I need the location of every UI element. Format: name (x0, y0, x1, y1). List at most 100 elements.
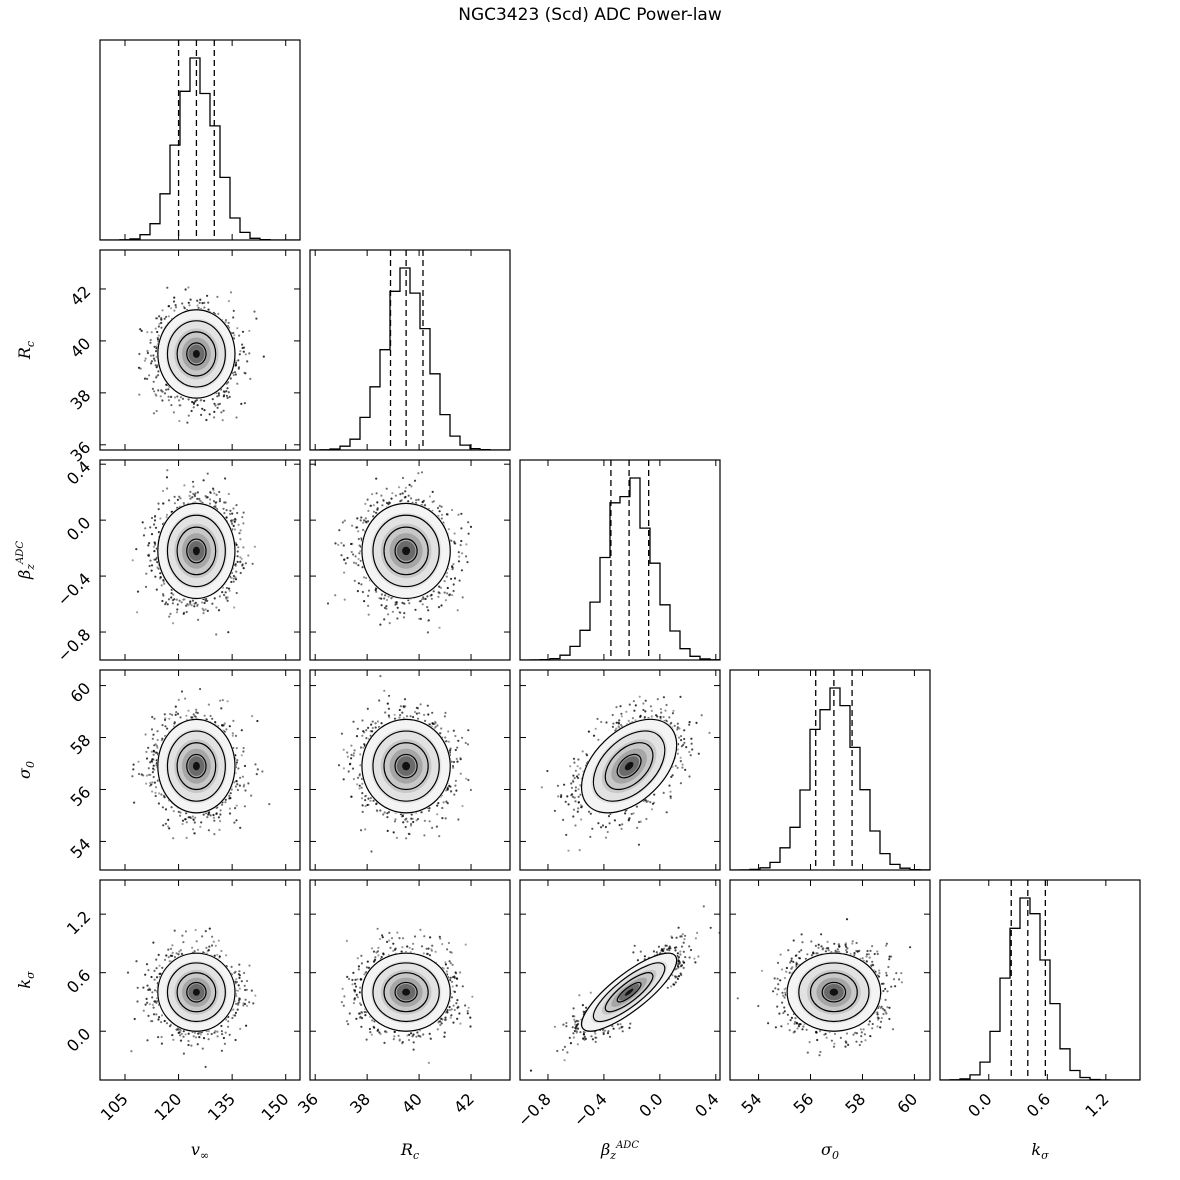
contour-1sigma (604, 972, 654, 1013)
density-level (829, 988, 839, 996)
x-tick-label-beta: −0.8 (514, 1089, 555, 1130)
x-axis-label-beta: βzADC (600, 1140, 639, 1162)
panel-frame (309, 879, 511, 1081)
scatter-panel-beta-ksigma (519, 879, 721, 1081)
panel-frame (309, 249, 511, 451)
contour-1sigma (383, 972, 429, 1013)
hist-panel-ksigma (939, 879, 1141, 1081)
contour-0.5sigma (616, 753, 642, 779)
contour-0.5sigma (186, 753, 207, 779)
x-tick-label-beta: −0.4 (570, 1089, 611, 1130)
panel-frame (729, 669, 931, 871)
x-tick-label-ksigma: 0.6 (1023, 1089, 1054, 1120)
x-tick-label-sigma0: 56 (790, 1089, 818, 1117)
histogram-vinf (100, 57, 300, 240)
x-tick-label-beta: 0.4 (691, 1089, 722, 1120)
hist-panel-beta (519, 459, 721, 661)
contour-1sigma (176, 742, 217, 791)
y-tick-label-ksigma: 1.2 (63, 907, 94, 938)
y-tick-label-sigma0: 54 (67, 834, 95, 862)
contour-0.5sigma (616, 981, 642, 1003)
contour-2sigma (580, 952, 678, 1032)
panel-frame (99, 879, 301, 1081)
x-tick-label-beta: 0.0 (635, 1089, 666, 1120)
contour-0.5sigma (186, 538, 207, 564)
x-tick-label-rc: 42 (450, 1089, 478, 1117)
y-tick-label-beta: 0.4 (63, 457, 94, 488)
x-tick-label-vinf: 150 (258, 1089, 293, 1124)
contour-0.5sigma (821, 981, 847, 1003)
contour-2sigma (580, 718, 678, 814)
panel-frame (99, 459, 301, 661)
contour-2sigma (361, 502, 451, 600)
contour-1sigma (176, 526, 217, 576)
x-axis-label-ksigma: kσ (1031, 1140, 1049, 1162)
x-tick-label-rc: 40 (398, 1089, 426, 1117)
contour-1.5sigma (798, 962, 870, 1023)
density-level (192, 761, 200, 771)
x-tick-label-vinf: 120 (150, 1089, 185, 1124)
contour-1.5sigma (372, 514, 440, 588)
x-tick-label-vinf: 135 (204, 1089, 239, 1124)
chart-title: NGC3423 (Scd) ADC Power-law (458, 5, 722, 25)
density-level (402, 761, 411, 771)
panel-frame (729, 879, 931, 1081)
contour-1.5sigma (372, 730, 440, 802)
scatter-panel-vinf-beta (99, 459, 301, 661)
density-level (624, 988, 634, 996)
contour-2sigma (786, 952, 882, 1032)
y-axis-label-beta: βzADC (15, 541, 37, 580)
y-tick-label-rc: 42 (67, 282, 95, 310)
contour-2sigma (361, 718, 451, 814)
contour-1.5sigma (372, 962, 440, 1023)
contour-1sigma (176, 331, 217, 377)
scatter-panel-beta-sigma0 (519, 669, 721, 871)
x-tick-label-ksigma: 0.0 (964, 1089, 995, 1120)
x-tick-label-ksigma: 1.2 (1081, 1089, 1112, 1120)
y-axis-label-rc: Rc (15, 341, 37, 360)
panel-frame (939, 879, 1141, 1081)
scatter-panel-vinf-ksigma (99, 879, 301, 1081)
x-axis-label-vinf: v∞ (191, 1140, 209, 1162)
panel-frame (99, 249, 301, 451)
density-level (192, 988, 200, 996)
y-tick-label-rc: 40 (67, 334, 95, 362)
histogram-rc (310, 267, 510, 450)
y-tick-label-sigma0: 58 (67, 730, 95, 758)
x-tick-label-sigma0: 54 (738, 1089, 766, 1117)
density-level (192, 349, 200, 358)
contour-0.5sigma (394, 753, 418, 779)
contour-2sigma (157, 952, 236, 1032)
contour-2sigma (157, 502, 236, 600)
y-tick-label-beta: −0.4 (53, 569, 94, 610)
density-level (624, 761, 634, 771)
scatter-panel-vinf-sigma0 (99, 669, 301, 871)
x-tick-label-sigma0: 60 (893, 1089, 921, 1117)
contour-0.5sigma (186, 342, 207, 366)
contour-2sigma (157, 718, 236, 814)
density-level (402, 988, 411, 996)
contour-1.5sigma (166, 514, 226, 588)
y-tick-label-ksigma: 0.0 (63, 1024, 94, 1055)
contour-2sigma (157, 309, 236, 399)
density-level (402, 546, 411, 556)
panel-frame (519, 669, 721, 871)
panel-frame (309, 669, 511, 871)
contour-1.5sigma (166, 730, 226, 802)
contour-1.5sigma (166, 320, 226, 388)
contour-1.5sigma (592, 730, 666, 802)
contour-1.5sigma (592, 962, 666, 1023)
panel-frame (309, 459, 511, 661)
y-tick-label-rc: 38 (67, 386, 95, 414)
panel-frame (519, 459, 721, 661)
y-tick-label-beta: −0.8 (53, 625, 94, 666)
scatter-panel-sigma0-ksigma (729, 879, 931, 1081)
contour-0.5sigma (394, 538, 418, 564)
panel-frame (519, 879, 721, 1081)
scatter-panel-vinf-rc (99, 249, 301, 451)
y-tick-label-ksigma: 0.6 (63, 966, 94, 997)
y-axis-label-sigma0: σ0 (15, 761, 37, 779)
contour-1sigma (809, 972, 858, 1013)
y-tick-label-sigma0: 60 (67, 679, 95, 707)
